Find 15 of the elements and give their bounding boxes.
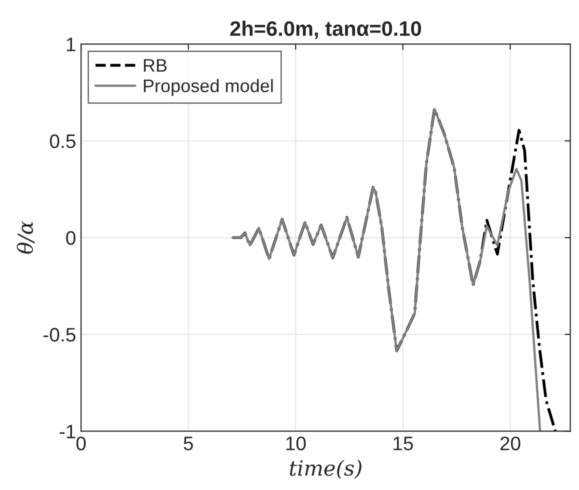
y-tick-label: -1 xyxy=(60,424,76,438)
x-tick-label: 20 xyxy=(500,436,520,450)
x-tick-label: 5 xyxy=(184,436,193,450)
y-axis-title: θ/α xyxy=(16,221,35,254)
x-tick-label: 0 xyxy=(76,436,86,450)
legend-label: RB xyxy=(144,59,167,72)
x-axis-title: time(s) xyxy=(290,460,362,479)
x-tick-label: 10 xyxy=(286,436,306,450)
y-tick-label: -0.5 xyxy=(44,328,76,342)
legend-label: Proposed model xyxy=(144,78,273,96)
x-tick-label: 15 xyxy=(394,436,413,450)
chart-title: 2h=6.0m, tanα=0.10 xyxy=(230,20,421,39)
y-tick-label: 0.5 xyxy=(50,134,76,148)
y-tick-label: 0 xyxy=(66,231,76,245)
y-tick-label: 1 xyxy=(66,38,76,52)
